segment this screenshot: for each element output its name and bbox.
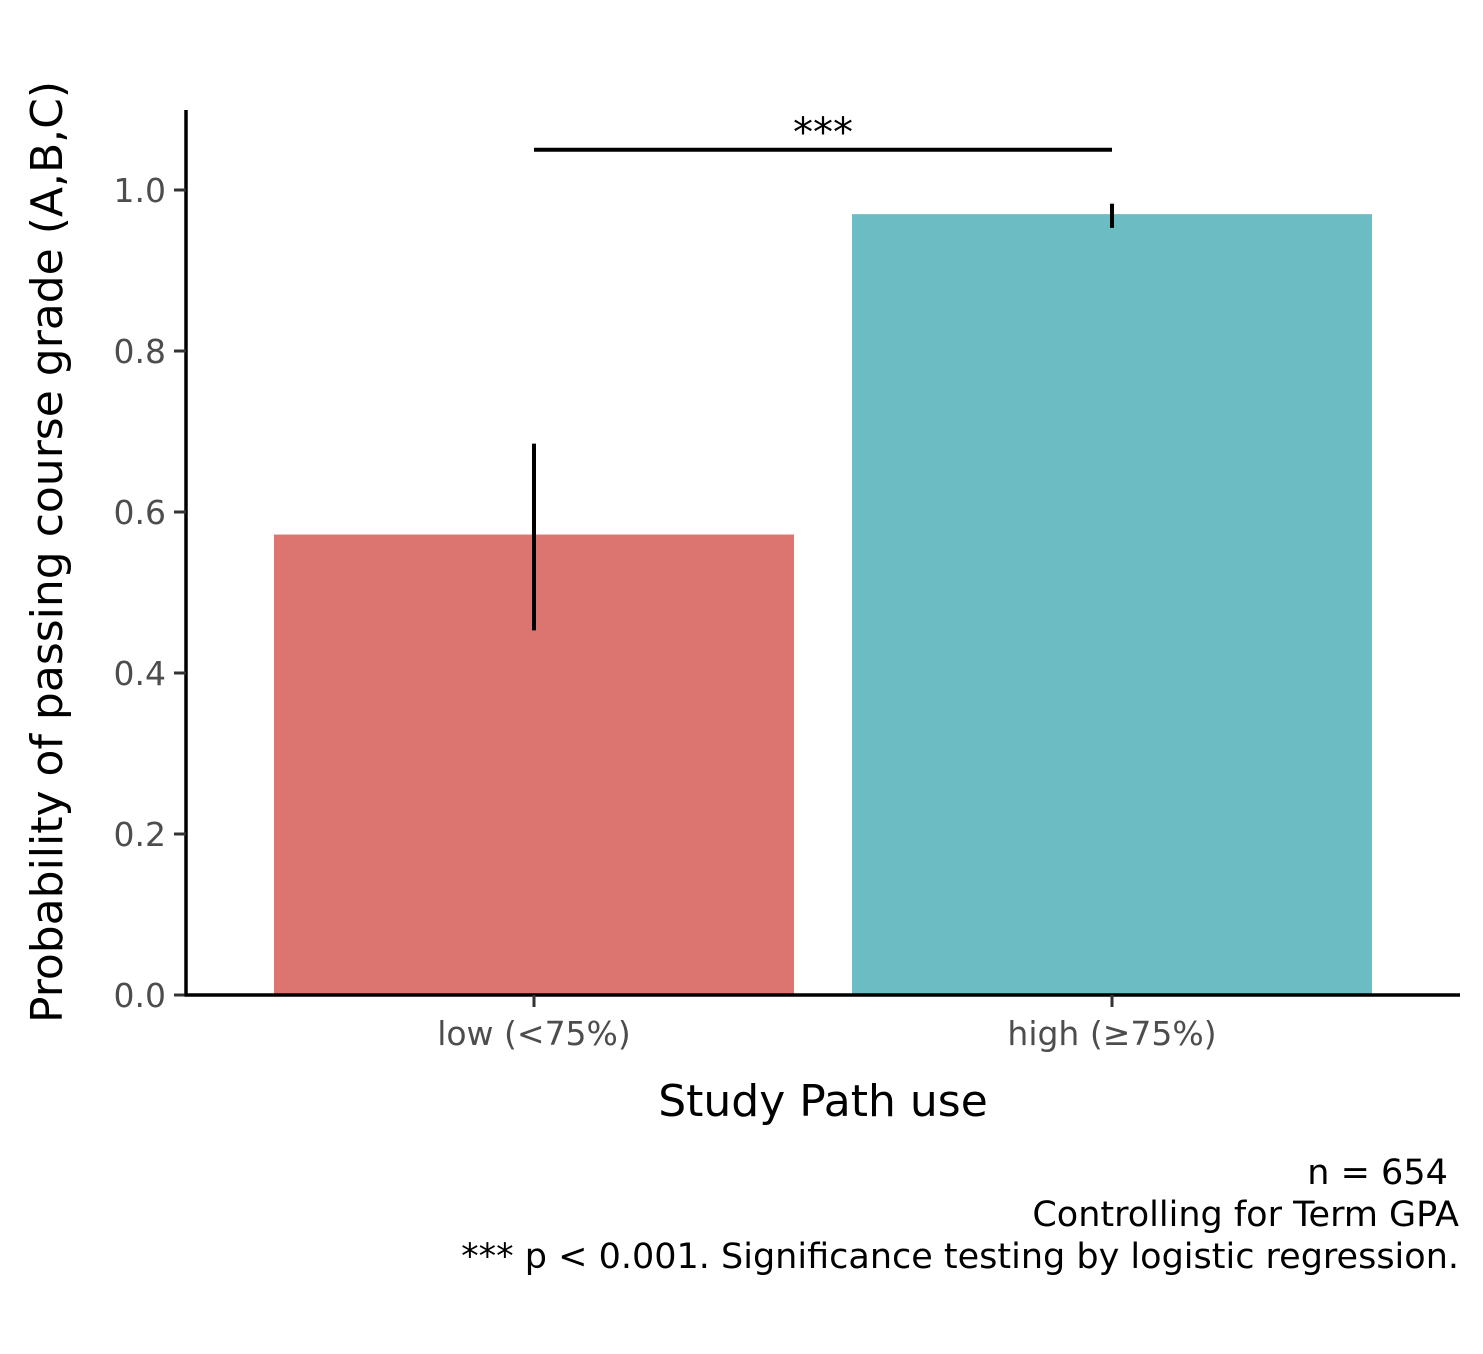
- y-tick-label: 0.2: [114, 815, 166, 854]
- x-axis-title: Study Path use: [658, 1076, 988, 1127]
- y-tick-label: 0.0: [114, 976, 166, 1015]
- x-tick-label: low (<75%): [437, 1014, 631, 1053]
- y-tick-label: 0.4: [114, 654, 166, 693]
- y-tick-label: 0.8: [114, 332, 166, 371]
- bar-chart: 0.0 0.2 0.4 0.6 0.8 1.0 low (<75%) high (≥75%)…: [22, 81, 1460, 1127]
- caption-sample-size: n = 654: [1307, 1153, 1459, 1193]
- bars: [274, 214, 1372, 995]
- y-axis: 0.0 0.2 0.4 0.6 0.8 1.0: [114, 110, 188, 1015]
- caption-significance-note: *** p < 0.001. Significance testing by l…: [461, 1237, 1459, 1277]
- caption-control-note: Controlling for Term GPA: [1032, 1195, 1459, 1235]
- error-bars: [532, 203, 1114, 631]
- bar-high: [852, 214, 1372, 995]
- chart-caption: n = 654 Controlling for Term GPA *** p <…: [461, 1152, 1459, 1278]
- significance-label: ***: [793, 110, 853, 156]
- significance-annotation: ***: [534, 110, 1112, 156]
- x-axis: low (<75%) high (≥75%): [184, 993, 1460, 1053]
- y-axis-title: Probability of passing course grade (A,B…: [22, 81, 73, 1023]
- y-tick-label: 0.6: [114, 493, 166, 532]
- y-tick-label: 1.0: [114, 171, 166, 210]
- x-tick-label: high (≥75%): [1007, 1014, 1216, 1053]
